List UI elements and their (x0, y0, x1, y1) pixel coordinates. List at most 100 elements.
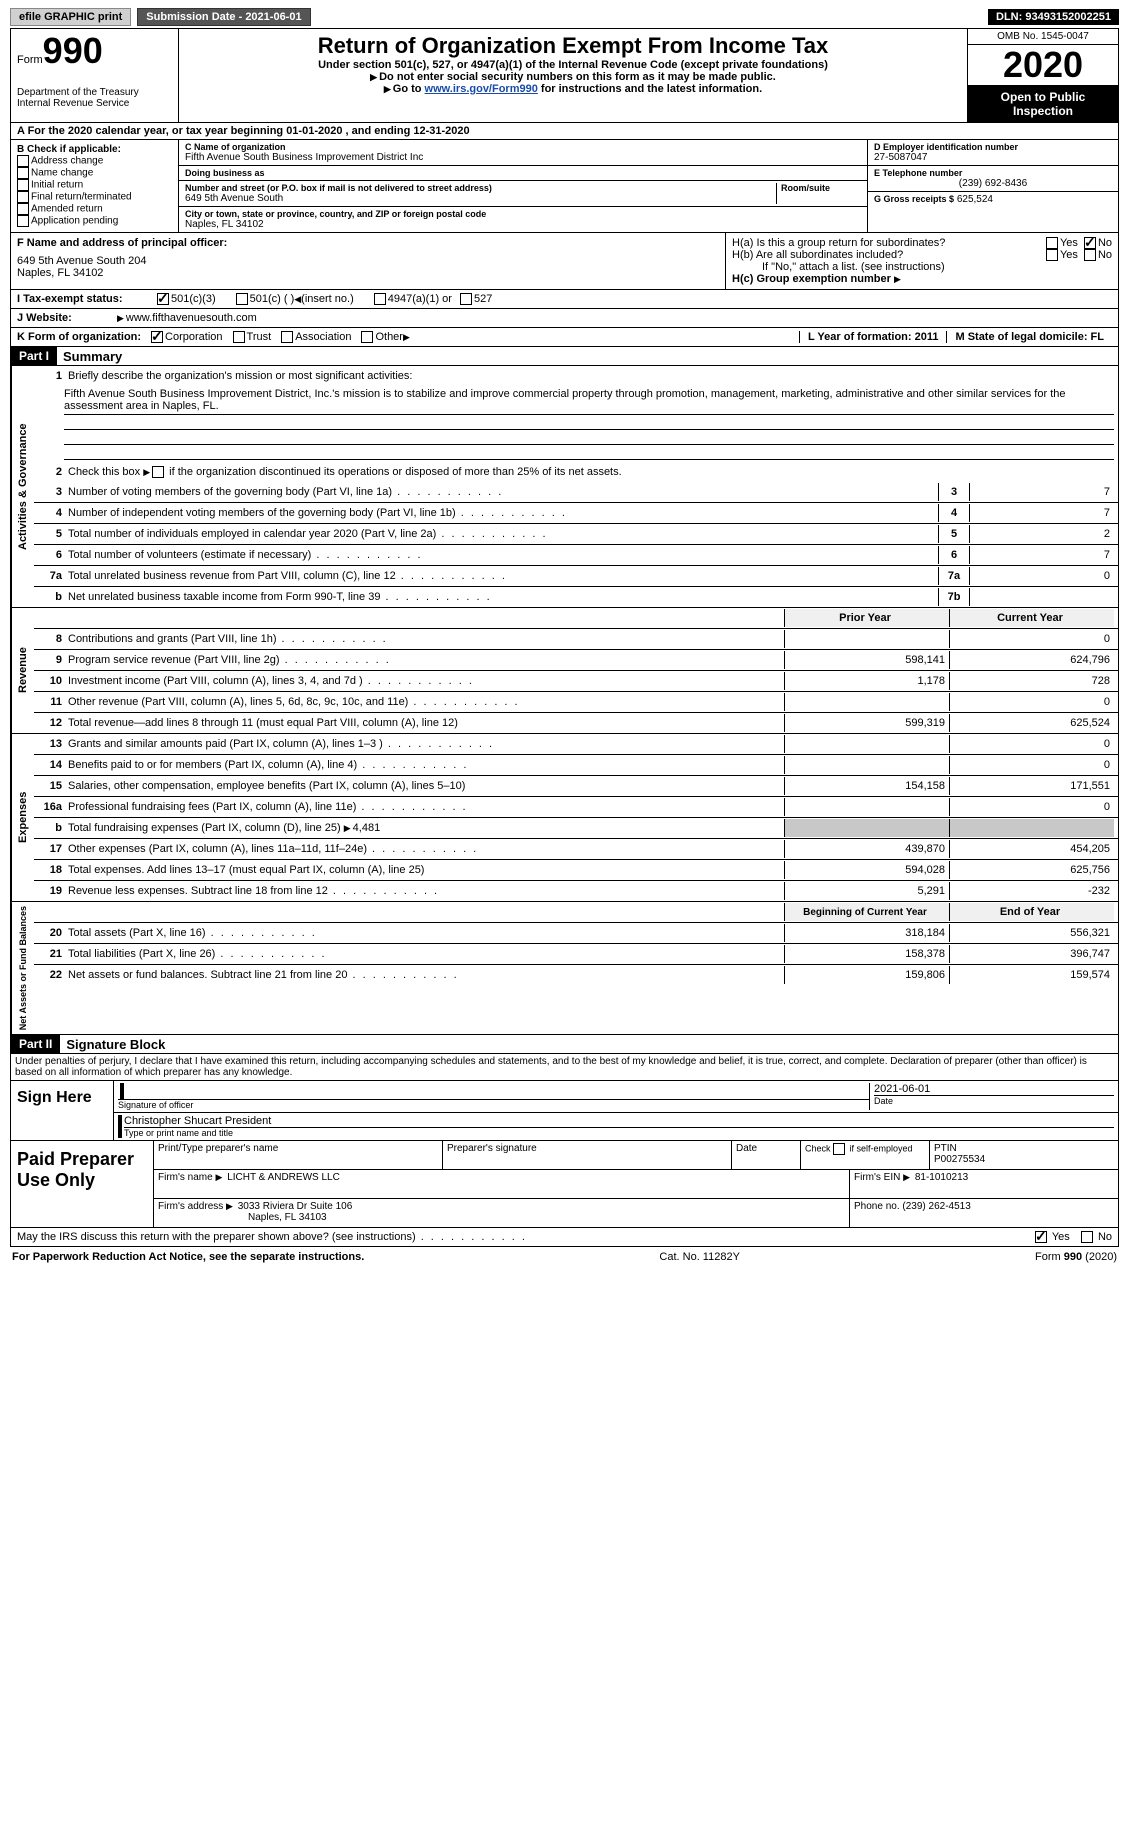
chk-discuss-no[interactable] (1081, 1231, 1093, 1243)
chk-trust[interactable] (233, 331, 245, 343)
line10-curr: 728 (949, 672, 1114, 690)
line16a-prior (784, 798, 949, 816)
col-d-ein: D Employer identification number 27-5087… (867, 140, 1118, 232)
hb-label: H(b) Are all subordinates included? (732, 249, 1046, 261)
lbl-insert-no: (insert no.) (301, 293, 354, 305)
line18-curr: 625,756 (949, 861, 1114, 879)
officer-addr1: 649 5th Avenue South 204 (17, 255, 719, 267)
line14-label: Benefits paid to or for members (Part IX… (68, 759, 784, 771)
line20-label: Total assets (Part X, line 16) (68, 927, 784, 939)
line2-pre: Check this box (68, 466, 143, 478)
lbl-name-change: Name change (31, 168, 93, 179)
sign-here-label: Sign Here (11, 1081, 114, 1140)
firm-addr1: 3033 Riviera Dr Suite 106 (238, 1201, 353, 1212)
line2-label: if the organization discontinued its ope… (166, 466, 622, 478)
chk-discuss-yes[interactable] (1035, 1231, 1047, 1243)
row-i-tax-status: I Tax-exempt status: 501(c)(3) 501(c) ( … (10, 290, 1119, 309)
chk-other[interactable] (361, 331, 373, 343)
chk-self-employed[interactable] (833, 1143, 845, 1155)
lbl-app-pending: Application pending (31, 216, 118, 227)
chk-name-change[interactable] (17, 167, 29, 179)
mission-text: Fifth Avenue South Business Improvement … (64, 388, 1114, 415)
officer-name-label: Type or print name and title (124, 1127, 1114, 1138)
chk-assoc[interactable] (281, 331, 293, 343)
revenue-vert-label: Revenue (11, 608, 34, 733)
chk-hb-no[interactable] (1084, 249, 1096, 261)
sig-officer-label: Signature of officer (118, 1099, 869, 1110)
lineb-value: 4,481 (353, 822, 381, 834)
dln-label: DLN: 93493152002251 (988, 9, 1119, 25)
open-public-2: Inspection (970, 104, 1116, 118)
firm-addr-label: Firm's address (158, 1201, 223, 1212)
chk-4947[interactable] (374, 293, 386, 305)
governance-vert-label: Activities & Governance (11, 366, 34, 607)
street-value: 649 5th Avenue South (185, 193, 772, 204)
row-j-website: J Website: www.fifthavenuesouth.com (10, 309, 1119, 328)
chk-final-return[interactable] (17, 191, 29, 203)
line13-prior (784, 735, 949, 753)
year-formation: L Year of formation: 2011 (799, 331, 946, 343)
chk-address-change[interactable] (17, 155, 29, 167)
discuss-label: May the IRS discuss this return with the… (17, 1231, 527, 1243)
chk-hb-yes[interactable] (1046, 249, 1058, 261)
line5-value: 2 (970, 525, 1114, 543)
firm-ein-value: 81-1010213 (915, 1172, 968, 1183)
chk-501c[interactable] (236, 293, 248, 305)
line15-prior: 154,158 (784, 777, 949, 795)
room-label: Room/suite (781, 183, 861, 193)
chk-501c3[interactable] (157, 293, 169, 305)
officer-addr2: Naples, FL 34102 (17, 267, 719, 279)
chk-line2[interactable] (152, 466, 164, 478)
line14-prior (784, 756, 949, 774)
firm-name-label: Firm's name (158, 1172, 213, 1183)
line18-label: Total expenses. Add lines 13–17 (must eq… (68, 864, 784, 876)
chk-ha-no[interactable] (1084, 237, 1096, 249)
prep-sig-hdr: Preparer's signature (443, 1141, 732, 1169)
lbl-discuss-yes: Yes (1052, 1231, 1070, 1243)
line13-curr: 0 (949, 735, 1114, 753)
firm-addr2: Naples, FL 34103 (248, 1212, 327, 1223)
line16a-curr: 0 (949, 798, 1114, 816)
chk-amended-return[interactable] (17, 203, 29, 215)
irs-link[interactable]: www.irs.gov/Form990 (425, 83, 538, 95)
lbl-trust: Trust (247, 331, 272, 343)
chk-corp[interactable] (151, 331, 163, 343)
efile-print-button[interactable]: efile GRAPHIC print (10, 8, 131, 26)
chk-app-pending[interactable] (17, 215, 29, 227)
tel-value: (239) 692-8436 (874, 178, 1112, 189)
row-a-tax-year: A For the 2020 calendar year, or tax yea… (10, 123, 1119, 140)
row-klm: K Form of organization: Corporation Trus… (10, 328, 1119, 347)
line4-label: Number of independent voting members of … (68, 507, 938, 519)
line22-prior: 159,806 (784, 966, 949, 984)
lbl-address-change: Address change (31, 156, 103, 167)
chk-527[interactable] (460, 293, 472, 305)
tel-label: E Telephone number (874, 168, 1112, 178)
city-label: City or town, state or province, country… (185, 209, 861, 219)
line14-curr: 0 (949, 756, 1114, 774)
footer-mid: Cat. No. 11282Y (659, 1251, 740, 1263)
header-right-col: OMB No. 1545-0047 2020 Open to Public In… (967, 29, 1118, 122)
form-subtitle-2: Do not enter social security numbers on … (379, 71, 776, 83)
firm-phone-value: (239) 262-4513 (902, 1201, 970, 1212)
sign-here-block: Sign Here Signature of officer 2021-06-0… (10, 1081, 1119, 1141)
line12-curr: 625,524 (949, 714, 1114, 732)
line11-label: Other revenue (Part VIII, column (A), li… (68, 696, 784, 708)
line6-label: Total number of volunteers (estimate if … (68, 549, 938, 561)
form-990-page: efile GRAPHIC print Submission Date - 20… (0, 0, 1129, 1275)
col-f-officer: F Name and address of principal officer:… (11, 233, 725, 289)
prior-year-hdr: Prior Year (784, 609, 949, 627)
lbl-yes-hb: Yes (1060, 249, 1078, 261)
line16a-label: Professional fundraising fees (Part IX, … (68, 801, 784, 813)
line17-prior: 439,870 (784, 840, 949, 858)
line3-value: 7 (970, 483, 1114, 501)
line10-prior: 1,178 (784, 672, 949, 690)
header-center-col: Return of Organization Exempt From Incom… (179, 29, 967, 122)
chk-initial-return[interactable] (17, 179, 29, 191)
gross-value: 625,524 (957, 194, 993, 205)
line21-curr: 396,747 (949, 945, 1114, 963)
revenue-section: Revenue Prior Year Current Year 8Contrib… (10, 608, 1119, 734)
lbl-initial-return: Initial return (31, 180, 83, 191)
line6-value: 7 (970, 546, 1114, 564)
chk-ha-yes[interactable] (1046, 237, 1058, 249)
prep-date-hdr: Date (732, 1141, 801, 1169)
